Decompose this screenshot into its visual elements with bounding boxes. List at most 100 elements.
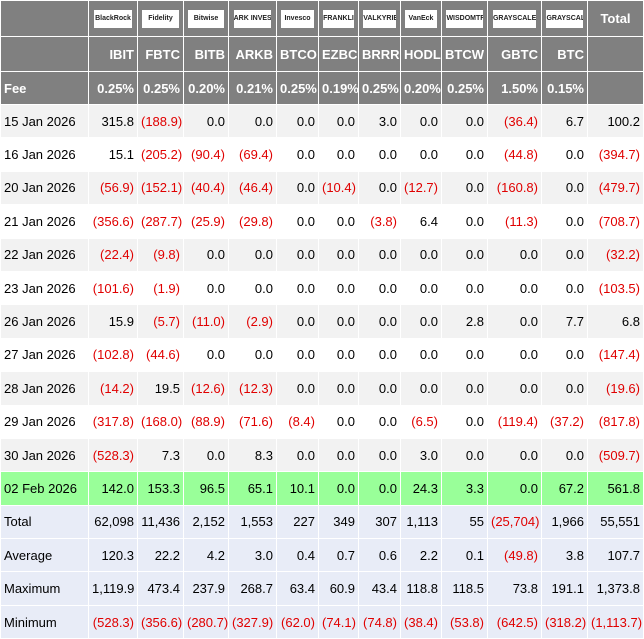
date: 27 Jan 2026	[0, 337, 89, 373]
brand-cell: VanEck	[400, 0, 442, 37]
flow-value: (2.9)	[228, 304, 277, 339]
flow-row: 21 Jan 2026 (356.6) (287.7) (25.9) (29.8) 0.0…	[0, 204, 644, 239]
flow-value: 0.0	[400, 237, 442, 272]
flow-value: (509.7)	[587, 437, 644, 473]
date: 21 Jan 2026	[0, 204, 89, 239]
brand-cell: VALKYRIE	[358, 0, 401, 37]
fee: 0.25%	[88, 71, 138, 105]
flow-value: (37.2)	[541, 404, 588, 439]
flow-value: (147.4)	[587, 337, 644, 373]
flow-value: 561.8	[587, 471, 644, 506]
summary-value: 120.3	[88, 538, 138, 573]
flow-value: 0.0	[441, 270, 488, 306]
summary-row: Minimum (528.3) (356.6) (280.7) (327.9) (62.0…	[0, 604, 644, 639]
flow-row: 16 Jan 2026 15.1 (205.2) (90.4) (69.4) 0.0 0.0…	[0, 137, 644, 172]
flow-value: 0.0	[318, 304, 359, 339]
summary-value: 55,551	[587, 504, 644, 540]
flow-value: 0.0	[441, 237, 488, 272]
date: 26 Jan 2026	[0, 304, 89, 339]
fee: 0.19%	[318, 71, 359, 105]
flow-value: (356.6)	[88, 204, 138, 239]
summary-value: 73.8	[487, 571, 542, 606]
summary-value: 55	[441, 504, 488, 540]
flow-value: 0.0	[358, 304, 401, 339]
brand-logo: VALKYRIE	[363, 9, 396, 28]
flow-row: 23 Jan 2026 (101.6) (1.9) 0.0 0.0 0.0 0.0 0.0 0.…	[0, 270, 644, 306]
flow-value: 0.0	[183, 270, 229, 306]
summary-value: 2,152	[183, 504, 229, 540]
flow-value: 0.0	[541, 204, 588, 239]
summary-value: (1,113.7)	[587, 604, 644, 639]
summary-value: 0.4	[276, 538, 319, 573]
flow-value: 0.0	[276, 103, 319, 139]
flow-value: (188.9)	[137, 103, 184, 139]
flow-value: (5.7)	[137, 304, 184, 339]
summary-value: 1,119.9	[88, 571, 138, 606]
flow-value: (46.4)	[228, 170, 277, 206]
summary-value: 307	[358, 504, 401, 540]
flow-value: 0.0	[276, 270, 319, 306]
flow-value: 0.0	[487, 437, 542, 473]
summary-value: 63.4	[276, 571, 319, 606]
fee: 0.20%	[183, 71, 229, 105]
blank-cell	[587, 36, 644, 72]
flow-value: 0.0	[487, 304, 542, 339]
flow-value: 0.0	[441, 204, 488, 239]
flow-value: 142.0	[88, 471, 138, 506]
flow-value: 0.0	[541, 170, 588, 206]
fee: 0.25%	[137, 71, 184, 105]
blank-cell	[587, 71, 644, 105]
flow-value: 0.0	[318, 103, 359, 139]
fee: 0.25%	[358, 71, 401, 105]
flow-value: 0.0	[276, 204, 319, 239]
brand-cell: GRAYSCALE	[541, 0, 588, 37]
flow-value: 0.0	[276, 337, 319, 373]
date: 15 Jan 2026	[0, 103, 89, 139]
flow-value: 0.0	[318, 137, 359, 172]
flow-value: 0.0	[358, 404, 401, 439]
flow-value: 0.0	[318, 204, 359, 239]
summary-value: 1,113	[400, 504, 442, 540]
flow-value: (160.8)	[487, 170, 542, 206]
flow-value: (14.2)	[88, 371, 138, 406]
flow-value: 0.0	[541, 337, 588, 373]
flow-value: 3.3	[441, 471, 488, 506]
flow-value: (3.8)	[358, 204, 401, 239]
date: 22 Jan 2026	[0, 237, 89, 272]
flow-value: 19.5	[137, 371, 184, 406]
brand-logo: GRAYSCALE	[492, 9, 537, 28]
summary-value: (528.3)	[88, 604, 138, 639]
brand-logo: Fidelity	[142, 9, 179, 28]
flow-value: 0.0	[358, 337, 401, 373]
flow-value: (528.3)	[88, 437, 138, 473]
brand-logo: Bitwise	[188, 9, 224, 28]
brand-logo: WISDOMTREE	[446, 9, 483, 28]
flow-row: 22 Jan 2026 (22.4) (9.8) 0.0 0.0 0.0 0.0 0.0 0.0…	[0, 237, 644, 272]
brand-cell: Fidelity	[137, 0, 184, 37]
fee-row: Fee 0.25% 0.25% 0.20% 0.21% 0.25% 0.19% 0.25% 0.…	[0, 71, 644, 105]
flow-value: 15.1	[88, 137, 138, 172]
date: 23 Jan 2026	[0, 270, 89, 306]
ticker: BRRR	[358, 36, 401, 72]
flow-value: (90.4)	[183, 137, 229, 172]
summary-value: (280.7)	[183, 604, 229, 639]
flow-value: (44.6)	[137, 337, 184, 373]
summary-value: 118.5	[441, 571, 488, 606]
flow-value: 0.0	[541, 137, 588, 172]
flow-value: 100.2	[587, 103, 644, 139]
flow-value: 3.0	[400, 437, 442, 473]
brand-cell: Bitwise	[183, 0, 229, 37]
flow-value: (12.7)	[400, 170, 442, 206]
ticker: IBIT	[88, 36, 138, 72]
flow-value: 6.4	[400, 204, 442, 239]
flow-value: (69.4)	[228, 137, 277, 172]
corner-cell	[0, 36, 89, 72]
flow-value: (44.8)	[487, 137, 542, 172]
flow-value: 0.0	[400, 270, 442, 306]
flow-value: 0.0	[541, 437, 588, 473]
flow-value: 0.0	[318, 270, 359, 306]
flow-value: 6.8	[587, 304, 644, 339]
summary-value: 227	[276, 504, 319, 540]
